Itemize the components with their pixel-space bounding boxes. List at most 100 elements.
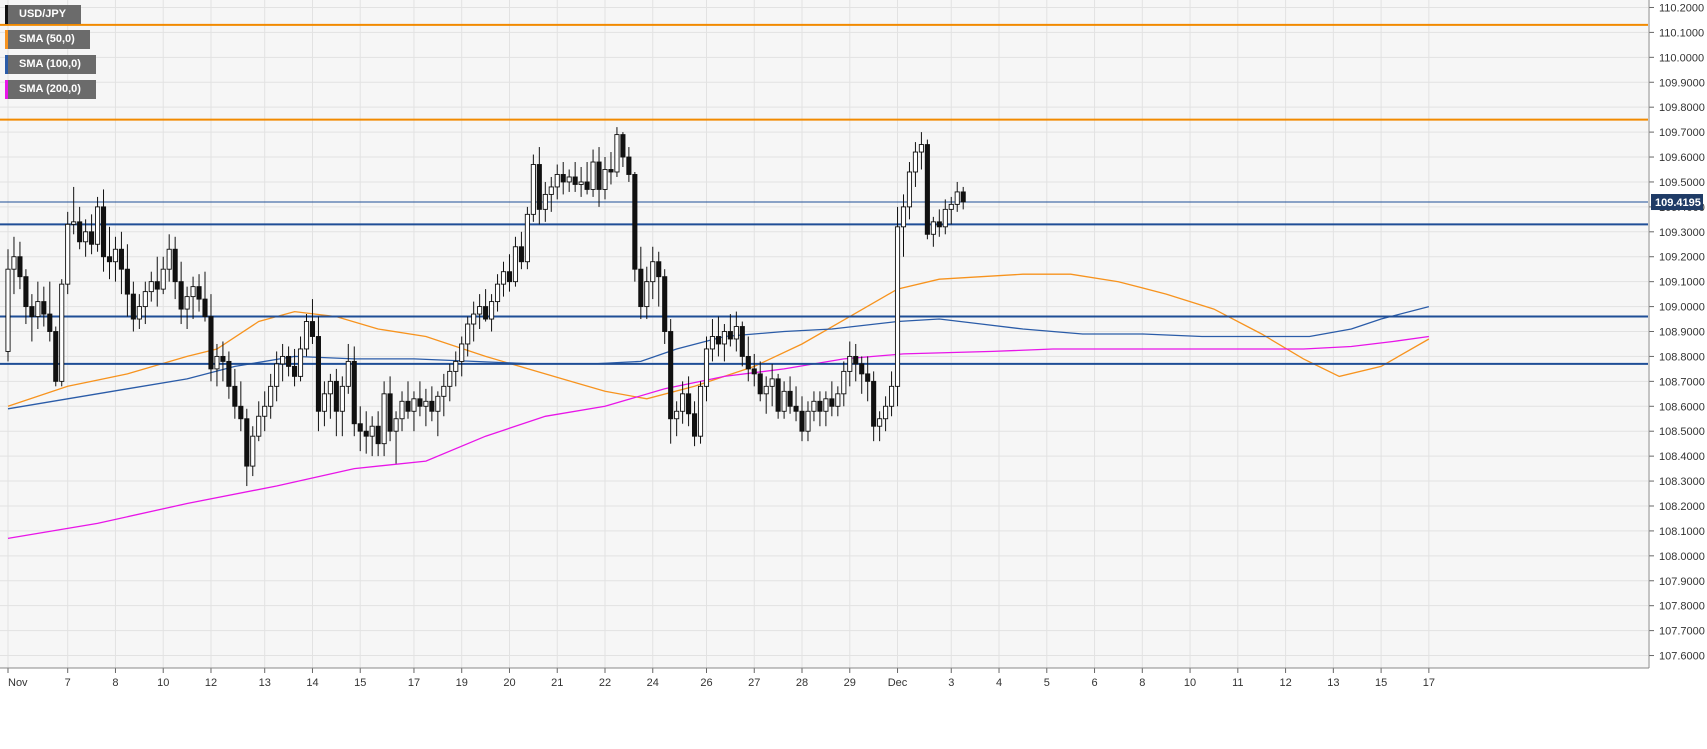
candle-body — [859, 363, 865, 375]
x-tick-label: 20 — [503, 677, 515, 689]
legend-sma50: SMA (50,0) — [5, 30, 90, 49]
candle-body — [763, 385, 769, 395]
candle-body — [745, 355, 751, 370]
candle-body — [500, 271, 507, 285]
candle-body — [268, 385, 274, 407]
candle-body — [274, 363, 280, 387]
x-tick-label: 3 — [948, 677, 954, 689]
candle-body — [244, 418, 250, 467]
y-tick-label: 109.1000 — [1659, 277, 1705, 289]
candle-body — [847, 355, 853, 372]
candle-body — [136, 306, 142, 320]
candle-body — [297, 348, 304, 377]
candle-body — [441, 385, 447, 397]
x-tick-label: 13 — [1327, 677, 1339, 689]
candle-body — [327, 380, 333, 395]
candle-body — [494, 283, 501, 303]
candle-body — [292, 365, 298, 377]
x-tick-label: Nov — [8, 677, 28, 689]
candle-body — [841, 370, 847, 395]
candle-body — [393, 418, 399, 432]
candle-body — [89, 231, 95, 245]
candle-body — [214, 355, 220, 370]
candle-body — [489, 301, 495, 320]
current-price-label: 109.4195 — [1655, 197, 1701, 209]
y-tick-label: 109.8000 — [1659, 102, 1705, 114]
candle-body — [375, 425, 381, 445]
candle-body — [148, 281, 154, 293]
candle-body — [936, 221, 942, 228]
candle-body — [124, 268, 130, 295]
candle-body — [256, 415, 262, 437]
candle-body — [17, 256, 23, 278]
y-tick-label: 107.8000 — [1659, 601, 1705, 613]
candle-body — [703, 348, 710, 387]
legend-sma200: SMA (200,0) — [5, 80, 96, 99]
candle-body — [608, 169, 614, 173]
candle-body — [620, 134, 626, 158]
candle-body — [596, 161, 602, 190]
current-price-tag — [1651, 194, 1703, 211]
candle-body — [572, 176, 578, 185]
candle-body — [900, 206, 907, 228]
candle-body — [680, 393, 686, 412]
candle-body — [190, 286, 196, 298]
candle-body — [11, 256, 17, 270]
candle-body — [656, 261, 662, 278]
x-tick-label: 7 — [65, 677, 71, 689]
candle-body — [584, 181, 590, 190]
x-tick-label: 21 — [551, 677, 563, 689]
candle-body — [799, 410, 805, 432]
candle-body — [793, 405, 799, 412]
candle-body — [423, 400, 429, 407]
x-tick-label: 5 — [1044, 677, 1050, 689]
candle-body — [918, 144, 924, 153]
candle-body — [817, 400, 823, 412]
candle-body — [811, 400, 817, 412]
y-tick-label: 108.0000 — [1659, 551, 1705, 563]
candle-body — [686, 393, 692, 415]
y-tick-label: 108.1000 — [1659, 526, 1705, 538]
y-tick-label: 107.9000 — [1659, 576, 1705, 588]
candle-body — [465, 323, 471, 345]
candle-body — [35, 301, 41, 318]
candle-body — [930, 221, 936, 235]
y-axis-background — [1649, 0, 1707, 744]
candle-body — [106, 256, 113, 263]
candle-body — [524, 213, 530, 263]
y-tick-label: 109.5000 — [1659, 177, 1705, 189]
candle-body — [71, 221, 77, 225]
legend-label: USD/JPY — [19, 8, 67, 20]
y-tick-label: 109.7000 — [1659, 127, 1705, 139]
candle-body — [29, 306, 35, 318]
x-axis-background — [0, 668, 1707, 744]
candle-body — [369, 425, 375, 437]
x-tick-label: 8 — [1139, 677, 1145, 689]
legend-usdjpy: USD/JPY — [5, 5, 81, 24]
legend-label: SMA (100,0) — [19, 58, 81, 70]
y-tick-label: 107.6000 — [1659, 651, 1705, 663]
candle-body — [668, 331, 674, 420]
candle-body — [118, 248, 124, 270]
candle-body — [614, 134, 620, 173]
candle-body — [638, 268, 644, 308]
candle-body — [924, 144, 930, 235]
candle-body — [709, 336, 716, 350]
candle-body — [363, 430, 369, 437]
x-tick-label: 28 — [796, 677, 808, 689]
candle-body — [5, 268, 11, 352]
x-tick-label: 17 — [1423, 677, 1435, 689]
candle-body — [345, 360, 351, 387]
candle-body — [59, 283, 65, 382]
candle-body — [602, 169, 608, 190]
candle-body — [530, 164, 536, 215]
candle-body — [23, 276, 29, 308]
candle-body — [220, 355, 226, 362]
candle-body — [644, 281, 650, 308]
candle-body — [805, 410, 811, 432]
candle-body — [727, 331, 733, 340]
candle-body — [411, 398, 417, 412]
y-tick-label: 108.9000 — [1659, 327, 1705, 339]
candle-body — [286, 355, 292, 367]
y-tick-label: 108.6000 — [1659, 401, 1705, 413]
